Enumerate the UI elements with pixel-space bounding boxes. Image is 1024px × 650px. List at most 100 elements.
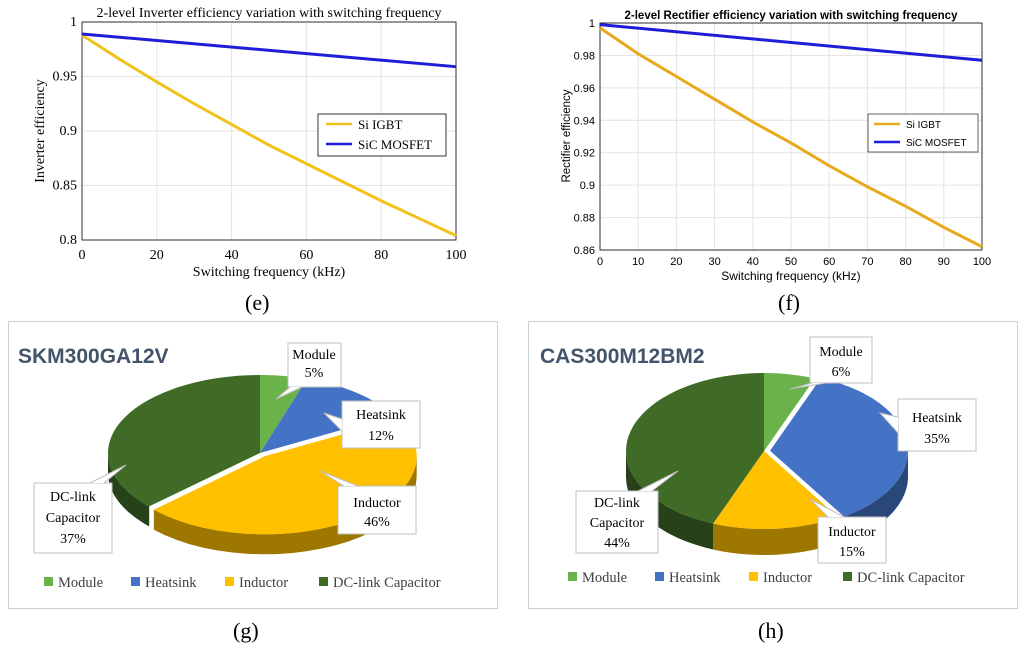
chart-e-legend: Si IGBT SiC MOSFET bbox=[317, 113, 447, 157]
h-slice-heatsink bbox=[770, 378, 908, 517]
chart-f-legend-si: Si IGBT bbox=[906, 120, 941, 131]
f-ytick-label: 0.96 bbox=[574, 83, 595, 95]
h-slice-inductor bbox=[713, 451, 838, 529]
f-xtick-label: 50 bbox=[785, 256, 797, 268]
f-ytick-label: 0.9 bbox=[580, 180, 595, 192]
chart-h-title: CAS300M12BM2 bbox=[540, 345, 705, 368]
e-ytick-label: 0.95 bbox=[53, 70, 78, 85]
e-ytick-label: 0.8 bbox=[60, 233, 78, 248]
e-series-si-igbt bbox=[81, 33, 457, 237]
panel-label-f: (f) bbox=[778, 290, 800, 315]
chart-f-title: 2-level Rectifier efficiency variation w… bbox=[625, 10, 959, 22]
chart-e-title: 2-level Inverter efficiency variation wi… bbox=[97, 6, 442, 21]
chart-f-plot-frame bbox=[599, 22, 983, 251]
pie-h-top bbox=[626, 373, 908, 529]
pie-g-label-dclink-name2: Capacitor bbox=[46, 511, 101, 526]
pie-g-legend: Module Heatsink Inductor DC-link Capacit… bbox=[44, 575, 441, 591]
f-xtick-label: 20 bbox=[670, 256, 682, 268]
f-xtick-label: 40 bbox=[747, 256, 759, 268]
chart-f-xlabel: Switching frequency (kHz) bbox=[721, 269, 860, 283]
h-slice-side-dc-link-capacitor bbox=[626, 451, 714, 550]
g-slice-side-dc-link-capacitor bbox=[108, 453, 150, 527]
pie-h-legend-swatch-dclink bbox=[843, 572, 852, 581]
f-xtick-label: 60 bbox=[823, 256, 835, 268]
pie-g-label-dclink-name: DC-link bbox=[50, 490, 96, 505]
chart-f-ticks: 0 10 20 30 40 50 60 70 80 90 100 0.86 0.88 0.9 0.92 0.9… bbox=[574, 18, 992, 268]
e-xtick-label: 0 bbox=[79, 248, 86, 263]
panel-label-h: (h) bbox=[758, 618, 784, 643]
e-xtick-label: 60 bbox=[299, 248, 313, 263]
pie-h-legend-dclink: DC-link Capacitor bbox=[857, 570, 965, 586]
e-xtick-label: 80 bbox=[374, 248, 388, 263]
chart-e-ylabel: Inverter efficiency bbox=[33, 79, 48, 183]
chart-f-legend: Si IGBT SiC MOSFET bbox=[867, 113, 979, 153]
e-series-sic-mosfet bbox=[81, 32, 457, 69]
f-xtick-label: 100 bbox=[973, 256, 991, 268]
pie-h-legend-swatch-inductor bbox=[749, 572, 758, 581]
pie-h-callouts: Module 6% Heatsink 35% Inductor 15% DC-link… bbox=[575, 336, 977, 564]
f-series-si-igbt bbox=[599, 26, 983, 249]
chart-f: 0 10 20 30 40 50 60 70 80 90 100 0.86 0.88 0.9 0.92 0.9… bbox=[561, 10, 992, 283]
pie-h-label-heatsink-value: 35% bbox=[924, 432, 950, 447]
pie-g-legend-swatch-inductor bbox=[225, 577, 234, 586]
e-ytick-label: 0.85 bbox=[53, 179, 78, 194]
pie-g-legend-heatsink: Heatsink bbox=[145, 575, 197, 591]
pie-g-callouts: Module 5% Heatsink 12% Inductor 46% DC-link… bbox=[33, 342, 421, 554]
pie-g-label-module-name: Module bbox=[292, 348, 336, 363]
f-ytick-label: 0.88 bbox=[574, 213, 595, 225]
pie-g-legend-dclink: DC-link Capacitor bbox=[333, 575, 441, 591]
pie-h-legend-module: Module bbox=[582, 570, 627, 586]
chart-e-plot-frame bbox=[81, 21, 457, 241]
pie-h-legend-heatsink: Heatsink bbox=[669, 570, 721, 586]
f-xtick-label: 90 bbox=[938, 256, 950, 268]
f-xtick-label: 30 bbox=[708, 256, 720, 268]
pie-h-legend: Module Heatsink Inductor DC-link Capacit… bbox=[568, 570, 965, 586]
chart-g-title: SKM300GA12V bbox=[18, 345, 169, 368]
chart-f-ylabel: Rectifier efficiency bbox=[561, 89, 573, 182]
chart-e-legend-sic: SiC MOSFET bbox=[358, 137, 432, 152]
e-ytick-label: 0.9 bbox=[60, 124, 78, 139]
pie-g-legend-swatch-module bbox=[44, 577, 53, 586]
pie-h-label-module-name: Module bbox=[819, 345, 863, 360]
f-ytick-label: 0.86 bbox=[574, 245, 595, 257]
pie-g-label-inductor-value: 46% bbox=[364, 515, 390, 530]
h-slice-dc-link-capacitor bbox=[626, 373, 764, 524]
e-xtick-label: 100 bbox=[446, 248, 467, 263]
f-ytick-label: 0.98 bbox=[574, 50, 595, 62]
pie-g-legend-swatch-heatsink bbox=[131, 577, 140, 586]
f-xtick-label: 70 bbox=[861, 256, 873, 268]
pie-h-label-heatsink-name: Heatsink bbox=[912, 411, 962, 426]
pie-g-label-inductor-name: Inductor bbox=[353, 496, 401, 511]
pie-g-label-heatsink-name: Heatsink bbox=[356, 408, 406, 423]
pie-h-label-dclink-value: 44% bbox=[604, 536, 630, 551]
e-ytick-label: 1 bbox=[70, 15, 77, 30]
pie-g-label-module-value: 5% bbox=[305, 366, 324, 381]
pie-h-label-dclink-name2: Capacitor bbox=[590, 516, 645, 531]
f-xtick-label: 10 bbox=[632, 256, 644, 268]
f-xtick-label: 0 bbox=[597, 256, 603, 268]
panel-label-g: (g) bbox=[233, 618, 259, 643]
f-ytick-label: 0.94 bbox=[574, 115, 595, 127]
chart-e: 0 20 40 60 80 100 0.8 0.85 0.9 0.95 1 2-level Inve… bbox=[33, 6, 467, 280]
pie-h-legend-swatch-module bbox=[568, 572, 577, 581]
chart-e-ticks: 0 20 40 60 80 100 0.8 0.85 0.9 0.95 1 bbox=[53, 15, 467, 263]
pie-g-legend-module: Module bbox=[58, 575, 103, 591]
e-xtick-label: 20 bbox=[150, 248, 164, 263]
pie-h-label-dclink-name: DC-link bbox=[594, 496, 640, 511]
chart-h: CAS300M12BM2 Module 6% Heatsink 35% Induct… bbox=[540, 336, 977, 586]
chart-e-legend-si: Si IGBT bbox=[358, 117, 402, 132]
g-slice-module bbox=[260, 375, 307, 453]
e-xtick-label: 40 bbox=[225, 248, 239, 263]
g-slice-dc-link-capacitor bbox=[108, 375, 260, 507]
pie-h-label-module-value: 6% bbox=[832, 365, 851, 380]
f-xtick-label: 80 bbox=[899, 256, 911, 268]
panel-label-e: (e) bbox=[245, 290, 270, 315]
pie-g-label-dclink-value: 37% bbox=[60, 532, 86, 547]
h-slice-side-inductor bbox=[713, 516, 838, 555]
